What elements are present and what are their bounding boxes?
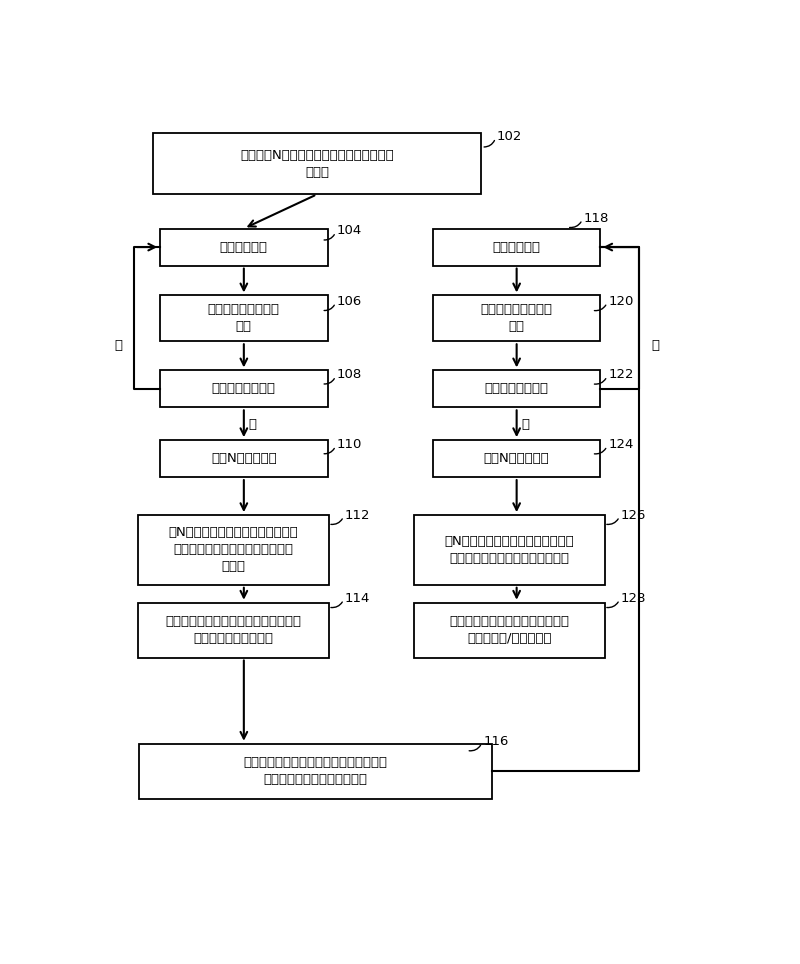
Text: 否: 否: [651, 339, 659, 352]
FancyBboxPatch shape: [414, 515, 605, 585]
Text: 将N条模拟温度曲线和实验温差进行
比较，确定二者平均温差是否最小: 将N条模拟温度曲线和实验温差进行 比较，确定二者平均温差是否最小: [444, 535, 574, 565]
FancyBboxPatch shape: [160, 228, 327, 266]
Text: 代入导热微分方程精
确解: 代入导热微分方程精 确解: [208, 304, 280, 334]
Text: 120: 120: [608, 295, 634, 308]
FancyBboxPatch shape: [138, 602, 329, 657]
Text: 否: 否: [114, 339, 122, 352]
FancyBboxPatch shape: [160, 440, 327, 477]
Text: 温差最小时得到最终的値导热系数
和比热容和/或接触电阻: 温差最小时得到最终的値导热系数 和比热容和/或接触电阻: [450, 615, 570, 645]
FancyBboxPatch shape: [160, 370, 327, 408]
Text: 是否达到运算次数: 是否达到运算次数: [212, 383, 276, 395]
Text: 是: 是: [522, 418, 530, 431]
Text: 是否达到运算次数: 是否达到运算次数: [485, 383, 549, 395]
Text: 128: 128: [621, 592, 646, 604]
Text: 输出N组计算结果: 输出N组计算结果: [484, 452, 550, 465]
FancyBboxPatch shape: [414, 602, 605, 657]
Text: 126: 126: [621, 509, 646, 522]
FancyBboxPatch shape: [433, 440, 600, 477]
Text: 124: 124: [608, 438, 634, 451]
FancyBboxPatch shape: [433, 370, 600, 408]
Text: 代入导热微分方程精
确解: 代入导热微分方程精 确解: [481, 304, 553, 334]
FancyBboxPatch shape: [139, 743, 493, 798]
Text: 温差最小时得出一组对应的参数值并作
为第一次计算的等数值: 温差最小时得出一组对应的参数值并作 为第一次计算的等数值: [166, 615, 302, 645]
FancyBboxPatch shape: [433, 228, 600, 266]
Text: 将第一次计算的等数值分别在左右邻域预
定范围内以预定步长进行搜索: 将第一次计算的等数值分别在左右邻域预 定范围内以预定步长进行搜索: [244, 756, 388, 786]
FancyBboxPatch shape: [153, 133, 482, 195]
Text: 106: 106: [337, 295, 362, 308]
Text: 是: 是: [249, 418, 257, 431]
FancyBboxPatch shape: [138, 515, 329, 585]
Text: 104: 104: [337, 225, 362, 237]
Text: 116: 116: [483, 735, 509, 748]
Text: 分别产生N个随机的导热系数、比热容和接
触电阻: 分别产生N个随机的导热系数、比热容和接 触电阻: [240, 148, 394, 179]
Text: 108: 108: [337, 368, 362, 381]
Text: 118: 118: [584, 212, 609, 225]
Text: 随机组合参数: 随机组合参数: [493, 241, 541, 254]
FancyBboxPatch shape: [160, 295, 327, 341]
Text: 112: 112: [345, 509, 370, 522]
Text: 114: 114: [345, 592, 370, 604]
Text: 122: 122: [608, 368, 634, 381]
FancyBboxPatch shape: [433, 295, 600, 341]
Text: 110: 110: [337, 438, 362, 451]
Text: 将N条模拟温度曲线和实验曲线的温
差进行比较，确定二者平均温差是
否最小: 将N条模拟温度曲线和实验曲线的温 差进行比较，确定二者平均温差是 否最小: [169, 526, 298, 574]
Text: 随机组合参数: 随机组合参数: [220, 241, 268, 254]
Text: 输出N组计算结果: 输出N组计算结果: [211, 452, 277, 465]
Text: 102: 102: [497, 130, 522, 143]
